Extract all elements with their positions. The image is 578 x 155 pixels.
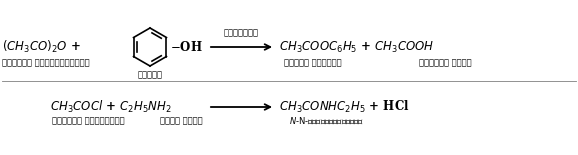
- Text: $CH_3COOC_6H_5$ + $CH_3COOH$: $CH_3COOC_6H_5$ + $CH_3COOH$: [279, 40, 435, 55]
- Text: $CH_3CONHC_2H_5$ + HCl: $CH_3CONHC_2H_5$ + HCl: [279, 99, 409, 115]
- Text: फेनिल एसीटेट: फेनिल एसीटेट: [284, 58, 342, 67]
- Text: एसीटिल क्लोराइड: एसीटिल क्लोराइड: [52, 117, 125, 126]
- Text: एथिल एमीन: एथिल एमीन: [160, 117, 203, 126]
- Text: $(CH_3CO)_2O$ +: $(CH_3CO)_2O$ +: [2, 39, 81, 55]
- Text: एसीटिक एनहाइड्राइड: एसीटिक एनहाइड्राइड: [2, 58, 90, 67]
- Text: फीनॉल: फीनॉल: [138, 71, 162, 80]
- Text: $N$-N-एथिलएसीटेमाइड: $N$-N-एथिलएसीटेमाइड: [289, 116, 364, 126]
- Text: $CH_3COCl$ + $C_2H_5NH_2$: $CH_3COCl$ + $C_2H_5NH_2$: [50, 99, 172, 115]
- Text: एसीटिक अम्ल: एसीटिक अम्ल: [419, 58, 472, 67]
- Text: $-$OH: $-$OH: [170, 40, 203, 54]
- Text: पिरिडीन: पिरिडीन: [224, 28, 259, 37]
